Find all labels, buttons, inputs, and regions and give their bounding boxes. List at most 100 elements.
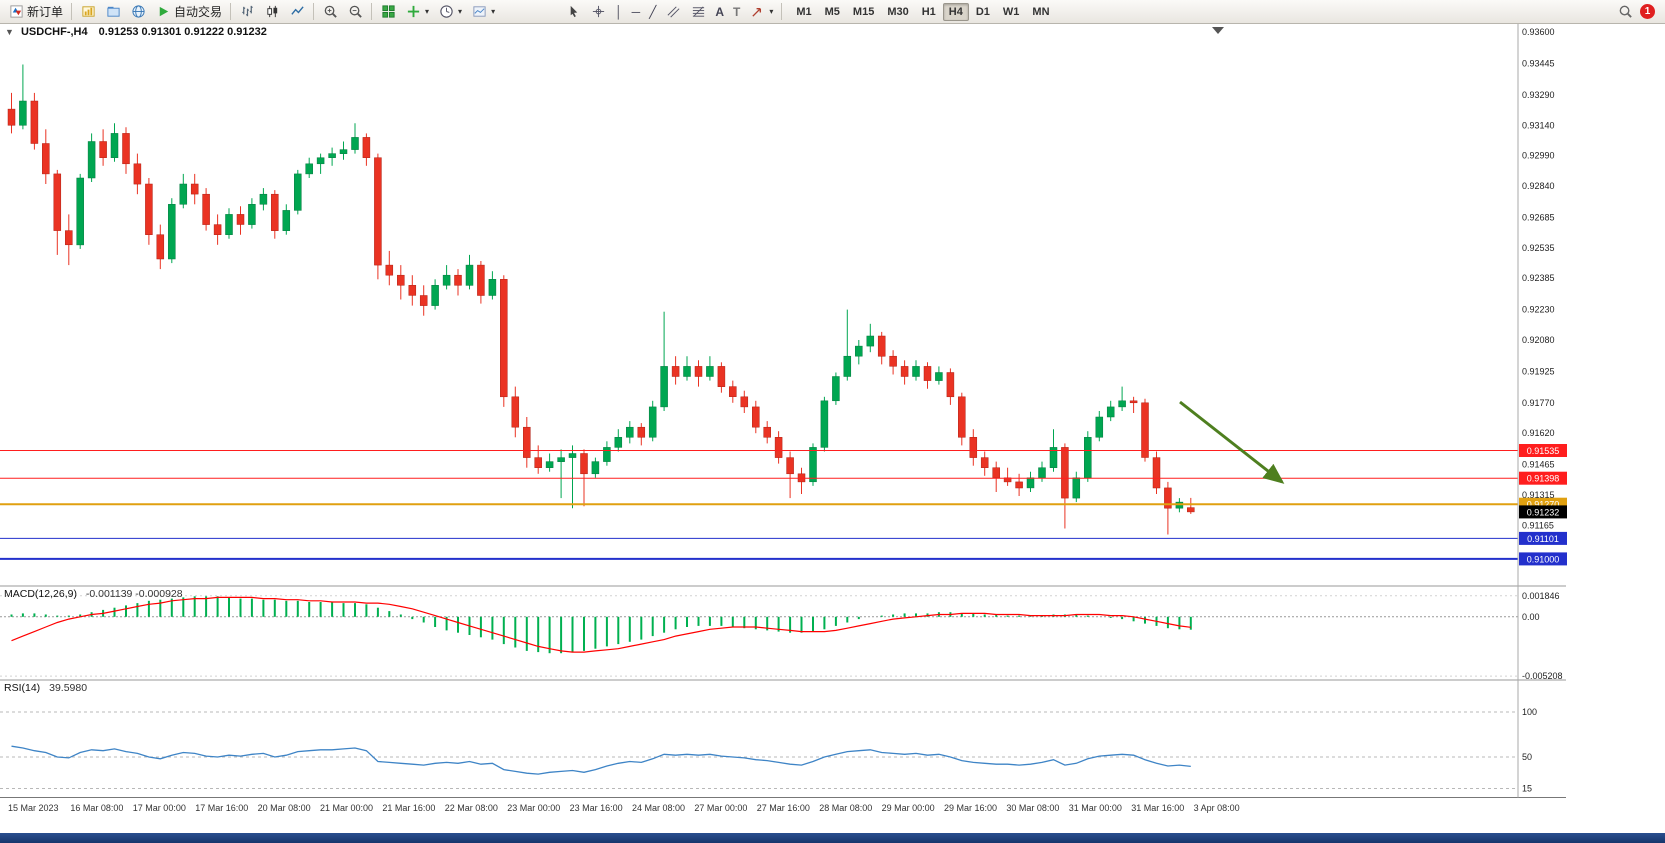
svg-text:0.91315: 0.91315 <box>1522 490 1555 500</box>
svg-text:0.91101: 0.91101 <box>1527 534 1559 544</box>
bar-chart-mode-button[interactable] <box>235 2 259 22</box>
fibonacci-icon <box>690 4 706 20</box>
zoom-out-icon <box>347 4 363 20</box>
periods-button[interactable]: ▾ <box>434 2 466 22</box>
trend-arrow-layer[interactable] <box>1179 400 1285 484</box>
svg-text:0.91398: 0.91398 <box>1527 474 1560 484</box>
svg-text:0.92840: 0.92840 <box>1522 181 1555 191</box>
channel-tool-button[interactable] <box>661 2 685 22</box>
timeframe-w1-button[interactable]: W1 <box>997 3 1026 21</box>
trendline-tool-button[interactable]: ╱ <box>645 2 660 22</box>
vertical-line-tool-button[interactable]: │ <box>611 2 627 22</box>
clock-icon <box>438 4 454 20</box>
svg-text:21 Mar 00:00: 21 Mar 00:00 <box>320 803 373 813</box>
svg-text:31 Mar 00:00: 31 Mar 00:00 <box>1069 803 1122 813</box>
cursor-tool-button[interactable] <box>561 2 585 22</box>
horizontal-lines-layer[interactable]: 0.91535 0.91398 0.91270 0.91101 0.91000 0.912… <box>0 444 1567 566</box>
svg-text:50: 50 <box>1522 752 1532 762</box>
play-icon <box>155 4 171 20</box>
autotrade-button[interactable]: 自动交易 <box>151 2 226 22</box>
svg-text:0.91232: 0.91232 <box>1527 507 1560 517</box>
chart-window-button[interactable] <box>76 2 100 22</box>
notification-badge[interactable]: 1 <box>1640 4 1655 19</box>
tile-windows-button[interactable] <box>376 2 400 22</box>
indicators-layer <box>0 595 1518 789</box>
main-toolbar: 新订单 自动交易 <box>0 0 1665 24</box>
svg-text:0.92080: 0.92080 <box>1522 335 1555 345</box>
timeframe-h4-button[interactable]: H4 <box>942 2 969 21</box>
svg-text:27 Mar 16:00: 27 Mar 16:00 <box>757 803 810 813</box>
svg-text:15 Mar 2023: 15 Mar 2023 <box>8 803 59 813</box>
yellow-chart-icon <box>80 4 96 20</box>
indicator-plus-icon <box>405 4 421 20</box>
svg-text:21 Mar 16:00: 21 Mar 16:00 <box>382 803 435 813</box>
arrows-tool-button[interactable]: ▾ <box>745 2 777 22</box>
crosshair-tool-button[interactable] <box>586 2 610 22</box>
new-order-icon <box>8 4 24 20</box>
candlestick-mode-button[interactable] <box>260 2 284 22</box>
timeframe-mn-button[interactable]: MN <box>1026 3 1055 21</box>
svg-text:0.91620: 0.91620 <box>1522 428 1555 438</box>
search-button[interactable] <box>1613 2 1637 22</box>
search-icon <box>1617 4 1633 20</box>
svg-text:0.91465: 0.91465 <box>1522 460 1555 470</box>
autotrade-label: 自动交易 <box>174 5 223 19</box>
svg-text:16 Mar 08:00: 16 Mar 08:00 <box>70 803 123 813</box>
timeframe-d1-button[interactable]: D1 <box>970 3 996 21</box>
svg-text:0.93290: 0.93290 <box>1522 90 1555 100</box>
toolbar-separator <box>313 3 315 20</box>
web-terminal-button[interactable] <box>126 2 150 22</box>
timeframe-m5-button[interactable]: M5 <box>819 3 846 21</box>
svg-text:0.93445: 0.93445 <box>1522 59 1555 69</box>
chart-canvas[interactable]: 0.91535 0.91398 0.91270 0.91101 0.91000 0.912… <box>0 24 1665 833</box>
ohlc-bars-icon <box>239 4 255 20</box>
timeframe-m15-button[interactable]: M15 <box>847 3 880 21</box>
timeframe-h1-button[interactable]: H1 <box>916 3 942 21</box>
label-tool-button[interactable]: T <box>729 2 744 22</box>
profiles-button[interactable] <box>101 2 125 22</box>
text-tool-button[interactable]: A <box>711 2 728 22</box>
horizontal-line-tool-button[interactable]: ─ <box>628 2 645 22</box>
svg-text:23 Mar 16:00: 23 Mar 16:00 <box>570 803 623 813</box>
svg-text:0.92685: 0.92685 <box>1522 213 1555 223</box>
chevron-down-icon: ▾ <box>769 7 774 16</box>
svg-text:0.91535: 0.91535 <box>1527 446 1560 456</box>
line-chart-mode-button[interactable] <box>285 2 309 22</box>
svg-text:0.92230: 0.92230 <box>1522 305 1555 315</box>
axes-layer[interactable]: 0.93600 0.93445 0.93290 0.93140 0.92990 0.928… <box>0 24 1566 813</box>
svg-text:22 Mar 08:00: 22 Mar 08:00 <box>445 803 498 813</box>
svg-text:0.91770: 0.91770 <box>1522 398 1555 408</box>
svg-text:0.00: 0.00 <box>1522 612 1540 622</box>
cursor-icon <box>565 4 581 20</box>
crosshair-icon <box>590 4 606 20</box>
zoom-out-button[interactable] <box>343 2 367 22</box>
chevron-down-icon: ▾ <box>458 7 463 16</box>
trendline-icon: ╱ <box>649 4 657 19</box>
timeframe-m1-button[interactable]: M1 <box>790 3 817 21</box>
fibonacci-tool-button[interactable] <box>686 2 710 22</box>
text-tool-icon: A <box>715 4 724 19</box>
new-order-button[interactable]: 新订单 <box>4 2 67 22</box>
zoom-in-button[interactable] <box>318 2 342 22</box>
candles-layer <box>7 64 1195 535</box>
svg-text:0.91165: 0.91165 <box>1522 520 1554 530</box>
one-click-trading-toggle[interactable]: ▼ <box>5 27 14 37</box>
downtrend-arrow <box>1179 400 1285 484</box>
svg-text:0.91270: 0.91270 <box>1527 500 1560 510</box>
timeframe-m30-button[interactable]: M30 <box>881 3 914 21</box>
chevron-down-icon: ▾ <box>425 7 430 16</box>
timeframe-toolbar: M1 M5 M15 M30 H1 H4 D1 W1 MN <box>790 2 1055 21</box>
svg-text:24 Mar 08:00: 24 Mar 08:00 <box>632 803 685 813</box>
svg-text:29 Mar 00:00: 29 Mar 00:00 <box>882 803 935 813</box>
indicators-button[interactable]: ▾ <box>401 2 433 22</box>
template-chart-icon <box>471 4 487 20</box>
svg-text:0.001846: 0.001846 <box>1522 591 1560 601</box>
toolbar-separator <box>71 3 73 20</box>
svg-text:27 Mar 00:00: 27 Mar 00:00 <box>694 803 747 813</box>
templates-button[interactable]: ▾ <box>467 2 499 22</box>
svg-text:17 Mar 16:00: 17 Mar 16:00 <box>195 803 248 813</box>
svg-text:3 Apr 08:00: 3 Apr 08:00 <box>1194 803 1240 813</box>
chart-shift-marker <box>1212 27 1224 34</box>
new-order-label: 新订单 <box>27 5 64 19</box>
svg-text:15: 15 <box>1522 784 1532 794</box>
